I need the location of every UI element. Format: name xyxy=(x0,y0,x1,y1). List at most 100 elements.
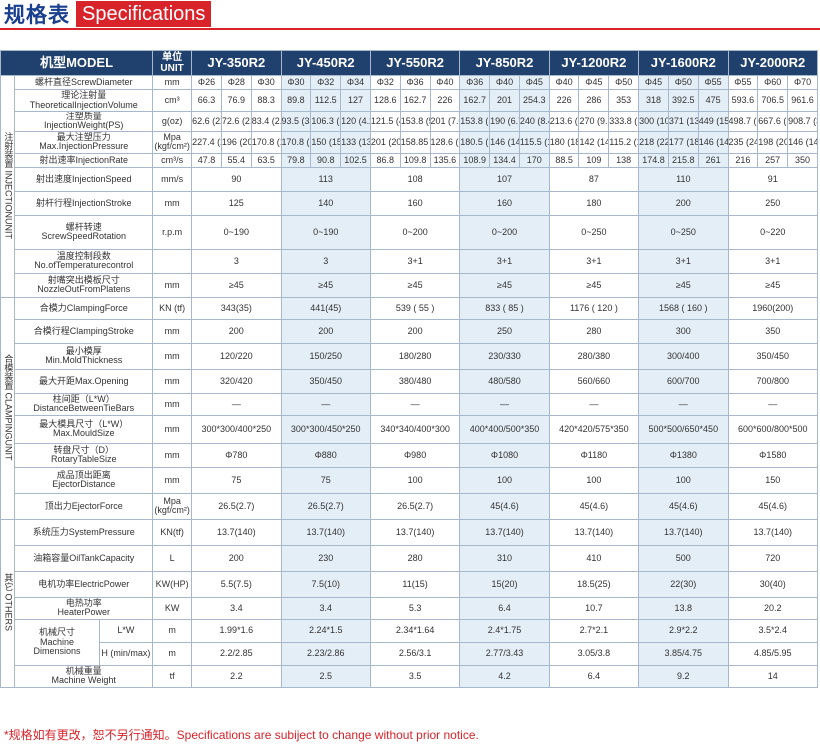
row-label: 射嘴突出模板尺寸 NozzleOutFromPlatens xyxy=(14,272,154,298)
value-cell: ≥45 xyxy=(191,272,282,298)
unit-cell: mm xyxy=(152,368,193,394)
value-cell: 2.4*1.75 xyxy=(459,618,550,643)
value-cell: 833 ( 85 ) xyxy=(459,296,550,320)
value-cell: 350 xyxy=(727,318,818,344)
value-cell: 0~220 xyxy=(727,214,818,250)
row-label: 机械重量 Machine Weight xyxy=(14,664,154,688)
value-cell: 153.8 (5.4) xyxy=(399,111,431,132)
unit-cell: KN (tf) xyxy=(152,296,193,320)
value-cell: 235 (2406) xyxy=(727,130,759,154)
table-row: 最大注塑压力 Max.InjectionPressure Mpa (kgf/cm²)… xyxy=(1,130,818,154)
unit-cell: mm xyxy=(152,272,193,298)
row-label: 合模力ClampingForce xyxy=(14,296,154,320)
value-cell: 30(40) xyxy=(727,570,818,598)
value-cell: 90 xyxy=(191,166,282,192)
value-cell: 180/280 xyxy=(369,342,461,370)
value-cell: 600*600/800*500 xyxy=(727,414,818,444)
unit-cell xyxy=(152,248,193,274)
row-label: 射出速率InjectionRate xyxy=(14,152,154,168)
value-cell: 2.9*2.2 xyxy=(638,618,729,643)
value-cell: ≥45 xyxy=(548,272,640,298)
value-cell: Φ1380 xyxy=(638,442,729,468)
value-cell: Φ28 xyxy=(220,75,252,90)
unit-cell: g(oz) xyxy=(152,111,193,132)
value-cell: 55.4 xyxy=(220,152,252,168)
value-cell: 6.4 xyxy=(548,664,640,688)
value-cell: 140 xyxy=(280,190,371,216)
sub-label: L*W xyxy=(98,618,154,643)
value-cell: 162.7 xyxy=(459,89,491,112)
value-cell: 3.85/4.75 xyxy=(638,641,729,666)
table-row: 机械尺寸 Machine Dimensions L*W m 1.99*1.6 2.24*1.… xyxy=(1,618,818,666)
value-cell: 174.8 xyxy=(638,152,669,168)
row-label: 机械尺寸 Machine Dimensions xyxy=(14,618,100,666)
value-cell: 280 xyxy=(369,544,461,572)
value-cell: 13.7(140) xyxy=(280,518,371,546)
value-cell: 280 xyxy=(548,318,640,344)
row-label: 电热功率 HeaterPower xyxy=(14,596,154,620)
value-cell: 2.5 xyxy=(280,664,371,688)
value-cell: 200 xyxy=(638,190,729,216)
value-cell: 1568 ( 160 ) xyxy=(638,296,729,320)
value-cell: 1.99*1.6 xyxy=(191,618,282,643)
value-cell: 340*340/400*300 xyxy=(369,414,461,444)
value-cell: — xyxy=(369,392,461,416)
row-label: 油箱容量OilTankCapacity xyxy=(14,544,154,572)
value-cell: 2.34*1.64 xyxy=(369,618,461,643)
value-cell: — xyxy=(727,392,818,416)
header-divider xyxy=(0,28,820,30)
value-cell: 26.5(2.7) xyxy=(369,492,461,520)
value-cell: 261 xyxy=(697,152,729,168)
value-cell: 91 xyxy=(727,166,818,192)
value-cell: 3 xyxy=(280,248,371,274)
value-cell: 63.5 xyxy=(250,152,282,168)
value-cell: 89.8 xyxy=(280,89,312,112)
value-cell: Φ1180 xyxy=(548,442,640,468)
value-cell: Φ60 xyxy=(757,75,789,90)
unit-cell: mm xyxy=(152,414,193,444)
row-label: 最小模厚 Min.MoldThickness xyxy=(14,342,154,370)
value-cell: 79.8 xyxy=(280,152,312,168)
value-cell: Φ1080 xyxy=(459,442,550,468)
value-cell: 146 (1492) xyxy=(489,130,520,154)
value-cell: 908.7 (32.1) xyxy=(787,111,818,132)
value-cell: 108 xyxy=(369,166,461,192)
value-cell: 420*420/575*350 xyxy=(548,414,640,444)
table-row: 柱间距（L*W） DistanceBetweenTieBars mm — — — — — — — xyxy=(1,392,818,416)
value-cell: Φ26 xyxy=(191,75,222,90)
row-label: 温度控制段数 No.ofTemperaturecontrol xyxy=(14,248,154,274)
value-cell: 216 xyxy=(727,152,759,168)
row-label: 系统压力SystemPressure xyxy=(14,518,154,546)
value-cell: 300/400 xyxy=(638,342,729,370)
value-cell: 45(4.6) xyxy=(727,492,818,520)
value-cell: 200 xyxy=(369,318,461,344)
row-label: 螺杆转速 ScrewSpeedRotation xyxy=(14,214,154,250)
value-cell: 480/580 xyxy=(459,368,550,394)
value-cell: 62.6 (22) xyxy=(191,111,222,132)
value-cell: 392.5 xyxy=(667,89,699,112)
page-title-en: Specifications xyxy=(76,1,212,27)
table-row: 射嘴突出模板尺寸 NozzleOutFromPlatens mm ≥45 ≥45 ≥45 ≥… xyxy=(1,272,818,298)
table-row: 最大开距Max.Opening mm 320/420 350/450 380/480 48… xyxy=(1,368,818,394)
table-row: 合模行程ClampingStroke mm 200 200 200 250 280 300 35… xyxy=(1,318,818,344)
table-row: 机械重量 Machine Weight tf 2.2 2.5 3.5 4.2 6.4 9.2 14 xyxy=(1,664,818,688)
value-cell: 700/800 xyxy=(727,368,818,394)
value-cell: 47.8 xyxy=(191,152,222,168)
value-cell: 230/330 xyxy=(459,342,550,370)
value-cell: 1176 ( 120 ) xyxy=(548,296,640,320)
value-cell: Φ32 xyxy=(369,75,401,90)
value-cell: 18.5(25) xyxy=(548,570,640,598)
value-cell: 0~200 xyxy=(459,214,550,250)
value-cell: 150/250 xyxy=(280,342,371,370)
value-cell: 3.5*2.4 xyxy=(727,618,818,643)
value-cell: 90.8 xyxy=(310,152,342,168)
unit-cell: mm xyxy=(152,392,193,416)
value-cell: 720 xyxy=(727,544,818,572)
value-cell: 150 (1531) xyxy=(310,130,342,154)
value-cell: 127 xyxy=(340,89,371,112)
value-cell: Φ55 xyxy=(727,75,759,90)
table-row: 其它 OTHERS 系统压力SystemPressure KN(tf) 13.7(14… xyxy=(0,518,818,688)
value-cell: 0~250 xyxy=(638,214,729,250)
row-label: 螺杆直径ScrewDiameter xyxy=(14,75,154,90)
value-cell: 110 xyxy=(638,166,729,192)
